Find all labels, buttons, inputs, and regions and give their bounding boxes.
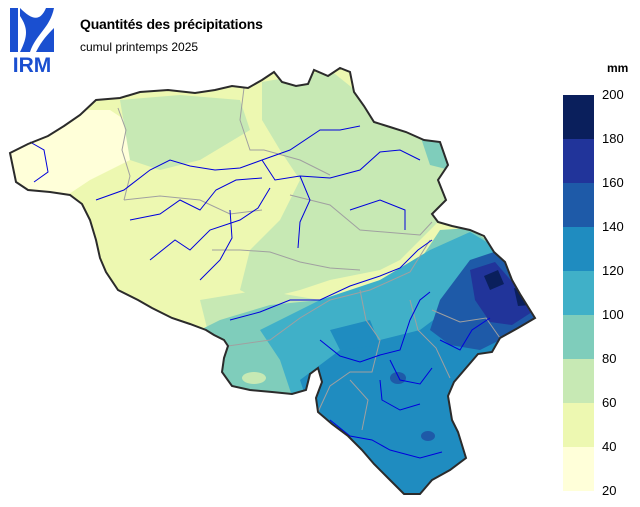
belgium-border [8, 66, 537, 495]
legend-unit: mm [607, 61, 629, 75]
legend-tick-label: 200 [602, 87, 624, 102]
province-borders [117, 87, 501, 431]
legend-tick-label: 160 [602, 175, 624, 190]
legend-tick-label: 60 [602, 395, 617, 410]
map-title: Quantités des précipitations [80, 16, 263, 32]
legend-swatch [563, 447, 594, 491]
irm-logo: IRM [10, 8, 54, 74]
legend-swatch [563, 139, 594, 183]
legend-tick-label: 140 [602, 219, 624, 234]
map-subtitle: cumul printemps 2025 [80, 40, 199, 54]
legend-swatch [563, 315, 594, 359]
legend-swatch [563, 227, 594, 271]
legend-tick-label: 20 [602, 483, 617, 498]
legend-swatch [563, 359, 594, 403]
legend-swatch [563, 271, 594, 315]
legend-tick-label: 180 [602, 131, 624, 146]
legend-tick-label: 120 [602, 263, 624, 278]
legend-tick-label: 40 [602, 439, 617, 454]
legend-tick-label: 80 [602, 351, 617, 366]
rivers [29, 125, 491, 459]
legend-swatch [563, 403, 594, 447]
legend-swatch [563, 183, 594, 227]
legend-tick-label: 100 [602, 307, 624, 322]
legend-swatch [563, 95, 594, 139]
logo-text: IRM [13, 54, 52, 74]
